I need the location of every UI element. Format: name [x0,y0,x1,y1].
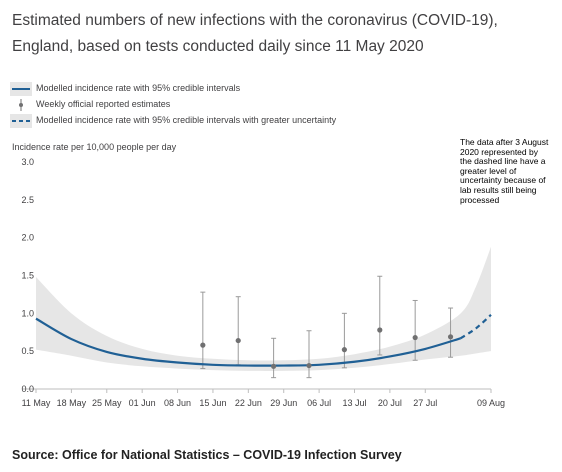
weekly-estimate-point [200,342,206,348]
x-tick-label: 22 Jun [235,398,262,408]
legend-swatch-errorbar [10,98,32,112]
x-tick-label: 18 May [57,398,87,408]
y-tick-label: 2.0 [21,233,34,243]
solid-line-icon [12,88,30,90]
model-line-dashed [460,314,492,340]
model-line-solid [35,317,461,367]
weekly-estimate-point [412,334,418,341]
error-bar-icon [19,99,23,111]
x-tick-label: 25 May [92,398,122,408]
x-tick-label: 27 Jul [413,398,437,408]
weekly-estimate-point [235,337,241,344]
legend-swatch-solid [10,82,32,96]
weekly-estimate-point [341,347,347,353]
y-axis-label: Incidence rate per 10,000 people per day [12,142,177,152]
x-tick-label: 06 Jul [307,398,331,408]
weekly-estimate-point [271,363,277,369]
legend-label: Modelled incidence rate with 95% credibl… [36,83,241,93]
x-tick-label: 20 Jul [378,398,402,408]
weekly-estimate-point [447,334,454,340]
dashed-line-icon [12,120,30,122]
legend-label: Modelled incidence rate with 95% credibl… [36,115,337,125]
chart-title: Estimated numbers of new infections with… [12,12,498,55]
weekly-estimate-point [377,327,383,333]
x-tick-label: 08 Jun [164,398,191,408]
y-tick-label: 0.0 [21,384,34,394]
x-tick-label: 01 Jun [129,398,156,408]
y-tick-label: 2.5 [21,195,34,205]
x-tick-label: 09 Aug [477,398,505,408]
uncertainty-annotation: The data after 3 August 2020 represented… [460,137,549,205]
y-tick-label: 0.5 [21,346,34,356]
y-tick-label: 3.0 [21,157,34,167]
x-tick-label: 29 Jun [270,398,297,408]
y-tick-label: 1.0 [21,308,34,318]
x-tick-label: 15 Jun [199,398,226,408]
source-note: Source: Office for National Statistics –… [12,448,402,462]
weekly-estimate-point [306,362,312,369]
legend-label: Weekly official reported estimates [36,99,171,109]
legend-swatch-dashed [10,114,32,128]
y-tick-label: 1.5 [21,271,34,281]
x-tick-label: 11 May [22,398,51,408]
x-tick-label: 13 Jul [342,398,366,408]
